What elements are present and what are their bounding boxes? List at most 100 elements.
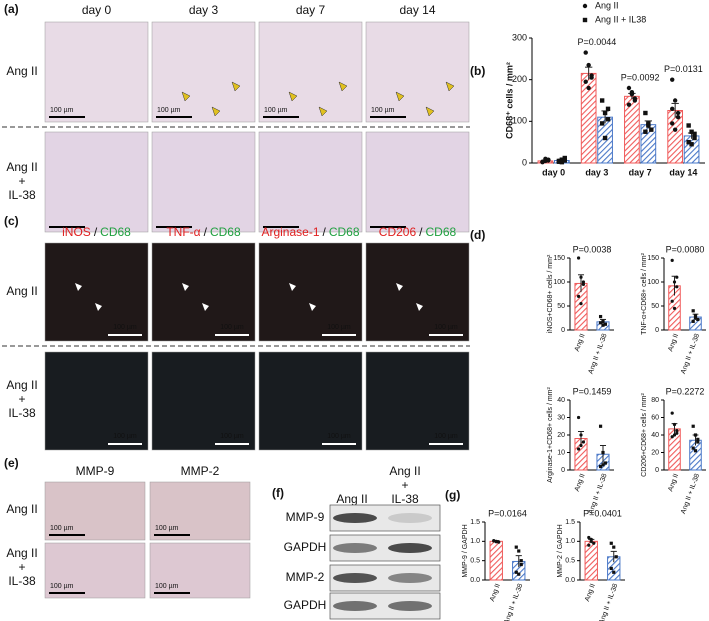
micrograph: [365, 242, 470, 342]
y-tick-label: 1.0: [565, 538, 575, 545]
micrograph: [151, 131, 256, 233]
arrow: [202, 303, 209, 311]
panel-label: (e): [4, 456, 19, 470]
y-tick-label: 60: [651, 414, 659, 421]
row-label: +: [18, 392, 25, 406]
micrograph: [44, 21, 149, 123]
data-point: [632, 96, 638, 101]
legend-marker: [582, 17, 588, 23]
data-point: [587, 543, 591, 547]
data-point: [629, 89, 635, 95]
data-point: [696, 317, 700, 322]
stain-label: Arginase-1: [261, 225, 319, 239]
y-tick-label: 100: [553, 279, 565, 286]
data-point: [693, 316, 698, 320]
y-tick-label: 1.0: [470, 538, 480, 545]
data-point: [672, 98, 678, 103]
panel-label: (d): [470, 228, 485, 242]
column-header: MMP-9: [76, 464, 115, 478]
x-tick-label: day 14: [669, 167, 697, 177]
data-point: [693, 314, 698, 318]
data-point: [672, 422, 677, 427]
data-point: [675, 275, 679, 279]
data-point: [612, 545, 616, 549]
data-point: [672, 433, 677, 437]
y-tick-label: 30: [557, 414, 565, 421]
p-value: P=0.0038: [573, 244, 612, 254]
row-label: +: [18, 560, 25, 574]
data-point: [691, 319, 695, 323]
data-point: [579, 275, 583, 279]
data-point: [559, 159, 565, 165]
data-point: [626, 85, 632, 91]
data-point: [494, 540, 498, 544]
y-tick-label: 1.5: [565, 519, 575, 526]
stain-label: iNOS: [62, 225, 91, 239]
data-point: [514, 570, 518, 574]
p-value: P=0.0401: [583, 508, 622, 518]
p-value: P=0.1459: [573, 386, 612, 396]
scale-label: 100 µm: [50, 525, 74, 532]
row-label: +: [18, 174, 25, 188]
blot-band: [388, 543, 432, 553]
separator: /: [94, 225, 98, 239]
p-value: P=0.0044: [577, 37, 616, 47]
x-tick-label: Ang II: [574, 473, 587, 493]
data-point: [603, 322, 608, 326]
row-label: IL-38: [8, 406, 36, 420]
panel-label: (c): [4, 214, 19, 228]
arrow: [95, 303, 102, 311]
data-point: [546, 158, 551, 163]
y-tick-label: 80: [651, 397, 659, 404]
separator: /: [419, 225, 423, 239]
p-value: P=0.0164: [488, 508, 527, 518]
micrograph: [258, 131, 363, 233]
micrograph: [149, 542, 251, 599]
data-point: [602, 110, 608, 116]
stain-label: CD68: [426, 225, 457, 239]
y-tick-label: 100: [647, 279, 659, 286]
data-point: [670, 299, 674, 303]
row-label: Ang II: [6, 546, 37, 560]
y-axis-label: CD68⁺ cells / mm²: [504, 62, 514, 139]
row-label: IL-38: [8, 188, 36, 202]
scale-label: 100 µm: [434, 324, 458, 331]
error-bar: [610, 550, 617, 563]
column-header: CD206/CD68: [379, 225, 457, 239]
data-point: [586, 62, 591, 68]
error-bar: [671, 102, 679, 118]
micrograph: [365, 131, 470, 233]
y-tick-label: 200: [512, 74, 527, 84]
scale-label: 100 µm: [50, 107, 74, 114]
y-tick-label: 0: [522, 157, 527, 167]
p-value: P=0.0080: [666, 244, 705, 254]
data-point: [517, 549, 521, 553]
stain-label: CD68: [329, 225, 360, 239]
column-header: day 14: [399, 3, 435, 17]
data-point: [675, 431, 679, 435]
y-tick-label: 0.0: [470, 577, 480, 584]
scale-label: 100 µm: [113, 324, 137, 331]
y-tick-label: 0: [561, 327, 565, 334]
scale-label: 100 µm: [371, 107, 395, 114]
x-tick-label: day 0: [542, 167, 565, 177]
data-point: [601, 463, 605, 467]
x-tick-label: Ang II + IL-38: [503, 583, 524, 621]
blot-band: [388, 601, 432, 611]
bar: [640, 124, 657, 164]
y-axis-label: MMP-2 / GAPDH: [557, 524, 564, 577]
separator: /: [204, 225, 208, 239]
data-point: [691, 309, 695, 313]
data-point: [583, 50, 588, 55]
row-label: Ang II: [6, 64, 37, 78]
column-header: TNF-α / CD68: [166, 225, 241, 239]
data-point: [576, 294, 581, 298]
data-point: [556, 158, 562, 164]
data-point: [598, 464, 603, 469]
data-point: [672, 280, 677, 284]
scale-label: 100 µm: [50, 583, 74, 590]
micrograph: [151, 21, 256, 123]
row-label: Ang II: [6, 284, 37, 298]
error-bar: [515, 555, 522, 568]
arrow: [425, 106, 435, 117]
